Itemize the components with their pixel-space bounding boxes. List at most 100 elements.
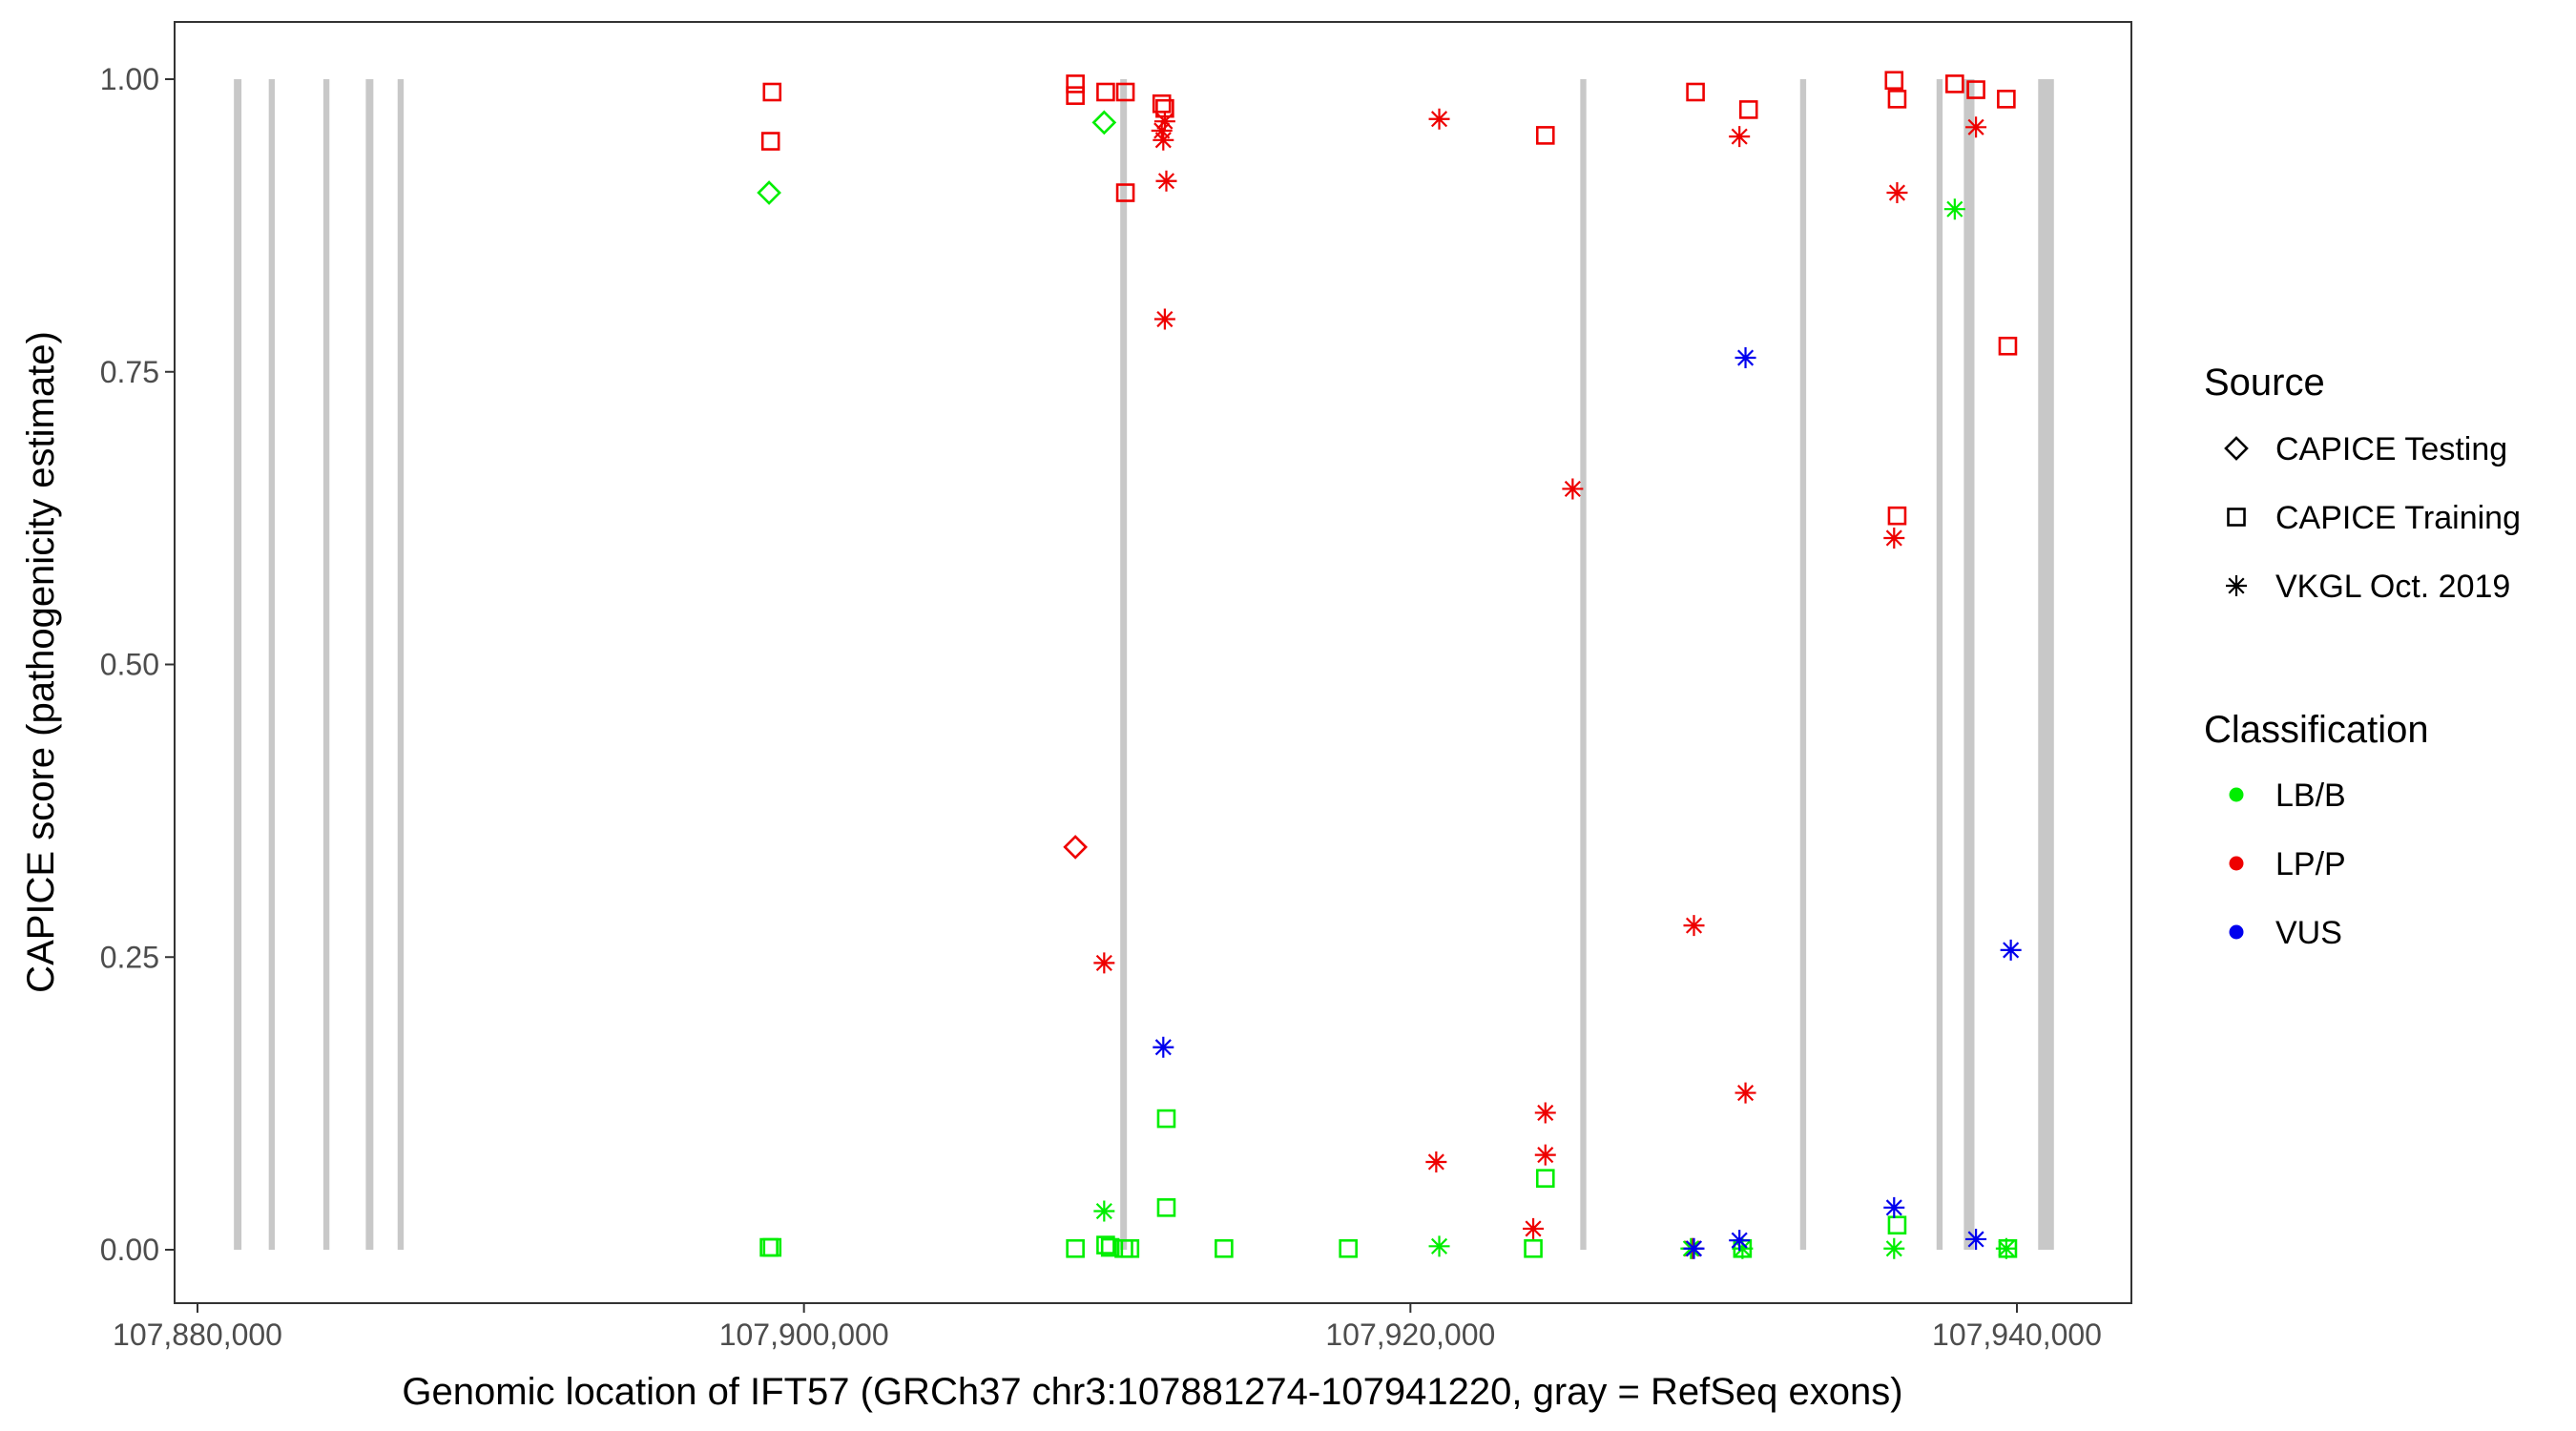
exon-band: [234, 79, 242, 1250]
exon-band: [268, 79, 276, 1250]
exon-band: [1963, 79, 1975, 1250]
data-point-asterisk: [1965, 1228, 1987, 1250]
x-axis: 107,880,000 107,900,000 107,920,000 107,940…: [113, 1303, 2102, 1352]
data-point-square: [1998, 336, 2018, 356]
legend-classification-label: LP/P: [2275, 846, 2346, 882]
legend-key-dot: [2229, 924, 2244, 940]
data-point-asterisk: [1562, 478, 1584, 500]
data-point-asterisk: [1995, 1237, 2017, 1259]
legend-key-diamond: [2224, 436, 2249, 461]
data-point-asterisk: [1153, 129, 1174, 151]
data-point-square: [1966, 80, 1985, 99]
data-point-square: [1115, 82, 1135, 102]
legend: Source CAPICE Testing CAPICE Training VKGL…: [2204, 362, 2521, 951]
legend-key-dot: [2229, 787, 2244, 802]
y-tick-label: 0.75: [100, 355, 159, 389]
y-tick-label: 1.00: [100, 62, 159, 96]
legend-classification-title: Classification: [2204, 709, 2429, 751]
data-point-square: [1066, 1238, 1085, 1258]
legend-classification-label: VUS: [2275, 915, 2342, 951]
legend-source-label: CAPICE Training: [2275, 500, 2521, 536]
y-tick-label: 0.00: [100, 1233, 159, 1267]
data-point-square: [1100, 1237, 1120, 1257]
data-point-asterisk: [1943, 198, 1965, 220]
legend-key-asterisk: [2226, 575, 2247, 596]
legend-source-title: Source: [2204, 362, 2325, 404]
x-tick-label: 107,940,000: [1932, 1317, 2102, 1352]
data-point-asterisk: [1151, 119, 1173, 141]
x-axis-label: Genomic location of IFT57 (GRCh37 chr3:1…: [402, 1371, 1902, 1413]
data-point-square: [1686, 82, 1705, 102]
data-point-asterisk: [1732, 1237, 1754, 1259]
data-point-square: [760, 132, 780, 151]
data-point-square: [1156, 1109, 1176, 1129]
exon-band: [2038, 79, 2054, 1250]
data-point-square: [1535, 1169, 1555, 1188]
y-axis: 0.00 0.25 0.50 0.75 1.00: [100, 62, 175, 1267]
y-tick-label: 0.25: [100, 940, 159, 974]
legend-source-label: VKGL Oct. 2019: [2275, 569, 2510, 605]
data-point-asterisk: [2000, 939, 2022, 961]
data-point-asterisk: [1886, 182, 1908, 204]
data-point-asterisk: [1428, 108, 1450, 130]
data-point-square: [1887, 506, 1907, 526]
legend-source-label: CAPICE Testing: [2275, 431, 2507, 467]
exon-band: [397, 79, 405, 1250]
x-tick-label: 107,900,000: [719, 1317, 889, 1352]
legend-classification-items: LB/B LP/P VUS: [2229, 778, 2346, 951]
data-point-asterisk: [1965, 116, 1987, 138]
data-point-square: [1535, 126, 1555, 145]
data-point-asterisk: [1534, 1102, 1556, 1124]
data-point-asterisk: [1735, 347, 1756, 369]
data-point-square: [1339, 1238, 1358, 1258]
data-point-square: [1152, 93, 1172, 114]
data-point-asterisk: [1428, 1235, 1450, 1257]
data-point-asterisk: [1883, 1237, 1905, 1259]
exon-band: [365, 79, 374, 1250]
data-point-asterisk: [1534, 1144, 1556, 1166]
data-point-diamond: [1063, 835, 1088, 860]
y-axis-label: CAPICE score (pathogenicity estimate): [20, 331, 62, 993]
data-point-asterisk: [1683, 1237, 1705, 1259]
data-point-asterisk: [1729, 126, 1751, 148]
data-point-square: [1215, 1238, 1234, 1258]
data-point-asterisk: [1425, 1151, 1447, 1172]
data-point-asterisk: [1683, 915, 1705, 937]
data-point-asterisk: [1523, 1217, 1545, 1239]
data-point-asterisk: [1153, 308, 1175, 330]
data-point-asterisk: [1729, 1230, 1751, 1252]
data-point-square: [1066, 86, 1085, 105]
exon-band: [1799, 79, 1807, 1250]
data-point-asterisk: [1155, 170, 1177, 192]
data-point-square: [1066, 74, 1085, 93]
exon-band: [1120, 79, 1128, 1250]
x-tick-label: 107,880,000: [113, 1317, 282, 1352]
data-point-diamond: [757, 180, 781, 205]
exon-bands: [234, 79, 2054, 1250]
data-point-asterisk: [1153, 111, 1175, 133]
data-point-asterisk: [1093, 1200, 1115, 1222]
legend-classification-label: LB/B: [2275, 778, 2346, 814]
data-point-square: [1945, 74, 1964, 93]
legend-key-square: [2227, 508, 2246, 527]
exon-band: [1580, 79, 1587, 1250]
data-point-asterisk: [1735, 1082, 1756, 1104]
plot-panel-border: [174, 21, 2132, 1304]
exon-band: [1936, 79, 1943, 1250]
legend-source-items: CAPICE Testing CAPICE Training VKGL Oct. 2…: [2224, 431, 2521, 605]
x-tick-label: 107,920,000: [1325, 1317, 1495, 1352]
exon-band: [322, 79, 330, 1250]
data-points: [757, 71, 2022, 1259]
data-point-square: [1096, 82, 1115, 102]
data-point-square: [1738, 100, 1758, 119]
data-point-square: [762, 1237, 782, 1257]
data-point-square: [1115, 183, 1135, 202]
data-point-diamond: [1091, 110, 1117, 135]
data-point-square: [1887, 1215, 1907, 1235]
y-tick-label: 0.50: [100, 648, 159, 682]
data-point-square: [1884, 71, 1904, 91]
data-point-square: [1524, 1238, 1543, 1258]
data-point-square: [762, 82, 782, 102]
